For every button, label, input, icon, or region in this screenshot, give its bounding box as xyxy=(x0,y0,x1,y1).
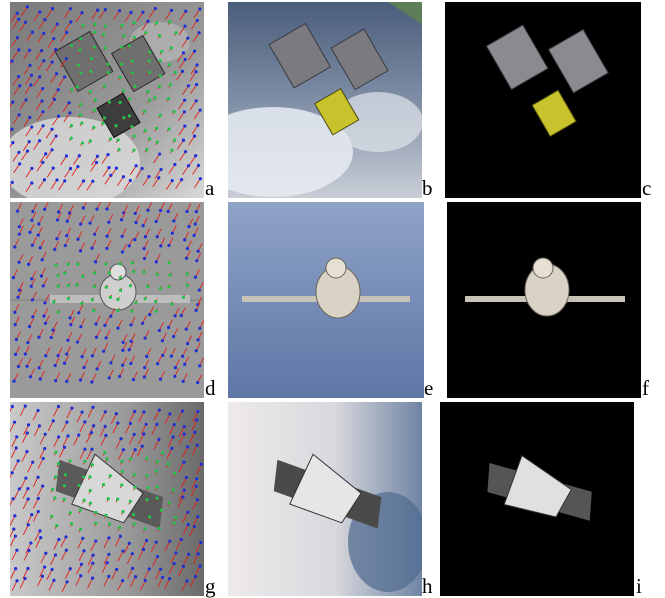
shuttle-original-image xyxy=(228,402,422,596)
panel-g xyxy=(10,402,204,596)
satellite-segmented-image xyxy=(445,2,641,198)
panel-f xyxy=(447,202,641,398)
panel-a xyxy=(10,2,204,198)
panel-d xyxy=(10,202,204,398)
panel-label-e: e xyxy=(424,376,434,400)
shuttle-segmented-image xyxy=(440,402,634,596)
satellite-flow-image xyxy=(10,2,204,198)
panel-label-b: b xyxy=(422,176,433,200)
panel-label-c: c xyxy=(642,176,652,200)
panel-b xyxy=(228,2,422,198)
flow-vectors xyxy=(10,5,202,193)
panel-c xyxy=(445,2,641,198)
panel-e xyxy=(228,202,424,398)
panel-i xyxy=(440,402,634,596)
satellite-original-image xyxy=(228,2,422,198)
panel-label-f: f xyxy=(642,376,649,400)
capsule-segmented-image xyxy=(447,202,641,398)
panel-h xyxy=(228,402,422,596)
panel-label-d: d xyxy=(205,376,216,400)
capsule-original-image xyxy=(228,202,424,398)
capsule-flow-image xyxy=(10,202,204,398)
flow-vectors xyxy=(10,404,204,593)
flow-vectors xyxy=(11,202,204,385)
panel-label-h: h xyxy=(422,574,433,598)
panel-label-i: i xyxy=(636,574,642,598)
panel-label-a: a xyxy=(205,176,215,200)
panel-label-g: g xyxy=(205,574,216,598)
shuttle-flow-image xyxy=(10,402,204,596)
